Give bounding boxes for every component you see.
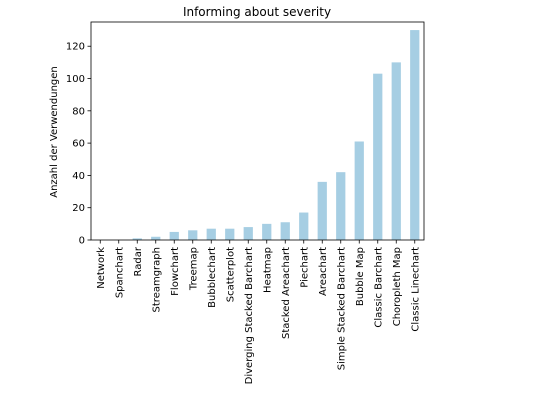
bar-simple-stacked-barchart [336, 172, 346, 240]
x-tick-label: Classic Linechart [410, 247, 421, 332]
bar-heatmap [262, 223, 272, 240]
bar-flowchart [169, 231, 179, 240]
bar-classic-barchart [373, 73, 383, 240]
x-tick-label: Bubblechart [207, 247, 218, 308]
bar-choropleth-map [391, 62, 401, 241]
y-tick-label: 120 [66, 42, 85, 53]
x-tick-label: Treemap [188, 247, 199, 291]
bar-diverging-stacked-barchart [243, 227, 253, 240]
x-tick-label: Spanchart [114, 247, 125, 298]
x-tick-label: Areachart [318, 247, 329, 296]
x-tick-label: Heatmap [262, 247, 273, 293]
bar-piechart [299, 212, 309, 240]
y-axis-title: Anzahl der Verwendungen [49, 66, 60, 198]
bar-stacked-areachart [280, 222, 290, 240]
bar-streamgraph [151, 236, 161, 240]
x-tick-label: Simple Stacked Barchart [336, 247, 347, 370]
bar-classic-linechart [410, 30, 420, 241]
plot-frame [90, 21, 425, 241]
bar-bubble-map [354, 141, 364, 240]
bar-areachart [317, 181, 327, 240]
x-tick-label: Bubble Map [355, 247, 366, 306]
chart-title: Informing about severity [183, 5, 331, 19]
x-tick-label: Stacked Areachart [281, 247, 292, 339]
y-tick-label: 80 [72, 106, 85, 117]
bar-radar [132, 238, 142, 240]
y-tick-label: 60 [72, 139, 85, 150]
x-tick-label: Network [96, 247, 107, 289]
x-tick-label: Flowchart [170, 247, 181, 296]
bar-treemap [188, 230, 198, 240]
x-tick-label: Choropleth Map [392, 247, 403, 326]
y-tick-label: 20 [72, 203, 85, 214]
bar-scatterplot [225, 228, 235, 240]
y-tick-label: 40 [72, 171, 85, 182]
x-tick-label: Radar [133, 246, 144, 276]
x-tick-label: Scatterplot [225, 247, 236, 302]
x-tick-label: Diverging Stacked Barchart [244, 247, 255, 384]
x-tick-label: Streamgraph [151, 247, 162, 312]
x-tick-label: Piechart [299, 247, 310, 288]
bar-bubblechart [206, 228, 216, 240]
x-axis: Network Spanchart Radar Streamgraph Flowchar… [96, 240, 421, 384]
y-tick-label: 0 [79, 236, 85, 247]
bars-group [132, 30, 420, 241]
y-tick-label: 100 [66, 74, 85, 85]
y-axis: 0 20 40 60 80 100 120 [66, 42, 91, 247]
x-tick-label: Classic Barchart [373, 247, 384, 328]
